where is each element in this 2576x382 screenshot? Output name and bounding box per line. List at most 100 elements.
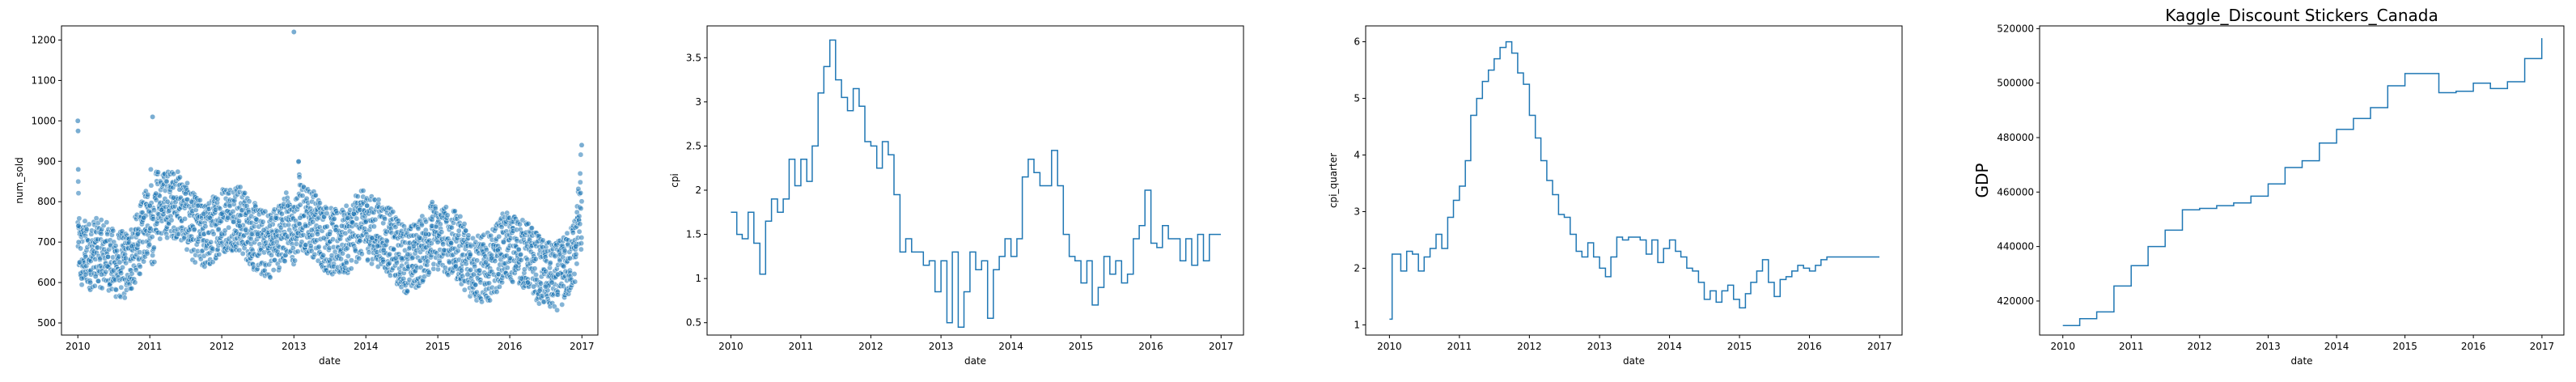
data-point xyxy=(184,246,190,253)
data-point xyxy=(237,184,244,190)
data-point xyxy=(461,286,468,293)
data-point xyxy=(489,255,495,261)
data-point xyxy=(176,186,183,193)
data-point xyxy=(324,210,330,217)
data-point xyxy=(148,182,155,189)
data-point xyxy=(157,236,163,242)
data-point xyxy=(163,178,170,185)
data-point xyxy=(463,227,469,234)
data-point xyxy=(369,261,375,267)
data-point xyxy=(182,215,188,222)
data-point xyxy=(282,258,288,265)
data-point xyxy=(383,238,390,244)
data-point xyxy=(129,285,135,291)
data-point xyxy=(299,239,305,245)
y-tick-label: 440000 xyxy=(1997,241,2034,253)
y-tick-label: 1.5 xyxy=(686,229,701,240)
data-point xyxy=(357,206,363,213)
data-point xyxy=(540,237,546,244)
x-tick-label: 2012 xyxy=(858,341,883,352)
data-point xyxy=(578,240,584,247)
y-axis-label: GDP xyxy=(1972,163,1992,198)
data-point xyxy=(159,206,164,213)
data-point xyxy=(518,257,524,263)
x-tick-label: 2010 xyxy=(66,341,91,352)
data-point xyxy=(365,257,371,263)
data-point xyxy=(536,287,543,294)
plot-frame xyxy=(61,25,599,336)
data-point xyxy=(113,286,119,293)
data-point xyxy=(150,113,156,120)
data-point xyxy=(295,159,302,164)
data-point xyxy=(440,241,447,248)
data-point xyxy=(208,239,214,245)
data-point xyxy=(390,209,396,215)
y-tick-label: 420000 xyxy=(1997,295,2034,307)
data-point xyxy=(578,206,584,212)
data-point xyxy=(299,193,306,199)
data-point xyxy=(236,218,242,224)
data-point xyxy=(572,278,578,285)
x-tick-label: 2015 xyxy=(1727,341,1752,352)
data-point xyxy=(452,263,459,270)
plot-frame xyxy=(2039,25,2565,336)
data-point xyxy=(137,270,143,277)
data-point xyxy=(578,198,585,205)
data-point xyxy=(92,274,99,280)
data-point xyxy=(99,285,105,291)
data-point xyxy=(218,210,225,217)
data-point xyxy=(146,241,153,248)
data-point xyxy=(267,223,273,229)
x-tick-label: 2017 xyxy=(1209,341,1234,352)
x-tick-label: 2010 xyxy=(2050,341,2075,352)
x-tick-label: 2015 xyxy=(1069,341,1094,352)
data-point xyxy=(129,270,135,277)
data-point xyxy=(340,250,345,257)
data-point xyxy=(354,215,360,222)
data-point xyxy=(432,206,439,212)
data-point xyxy=(577,179,583,185)
data-point xyxy=(372,216,379,223)
data-point xyxy=(76,215,83,222)
y-axis-label: cpi xyxy=(669,173,680,188)
data-point xyxy=(191,226,197,232)
data-point xyxy=(559,301,566,308)
y-tick-label: 4 xyxy=(1354,150,1360,161)
data-point xyxy=(122,255,129,261)
data-point xyxy=(150,244,157,251)
data-point xyxy=(121,295,128,301)
data-point xyxy=(504,265,511,271)
data-point xyxy=(78,282,85,288)
x-tick-label: 2011 xyxy=(1447,341,1472,352)
data-point xyxy=(578,189,584,196)
data-point xyxy=(75,178,82,185)
data-point xyxy=(578,235,585,241)
data-point xyxy=(501,239,506,245)
data-point xyxy=(410,243,417,249)
data-point xyxy=(202,223,209,230)
data-point xyxy=(356,255,362,261)
data-point xyxy=(262,208,269,214)
data-point xyxy=(486,280,492,286)
data-point xyxy=(564,230,570,236)
data-point xyxy=(425,258,430,265)
data-point xyxy=(429,223,435,229)
data-point xyxy=(214,196,221,202)
data-point xyxy=(243,227,249,233)
data-point xyxy=(348,257,354,264)
data-point xyxy=(467,251,473,257)
plot-frame xyxy=(706,25,1244,336)
data-point xyxy=(439,229,445,236)
x-tick-label: 2013 xyxy=(1587,341,1612,352)
x-tick-label: 2016 xyxy=(1797,341,1822,352)
data-point xyxy=(184,180,190,186)
data-point xyxy=(149,234,155,240)
data-point xyxy=(348,265,354,272)
data-point xyxy=(246,198,252,205)
data-point xyxy=(307,243,314,249)
data-point xyxy=(555,271,561,278)
data-point xyxy=(470,235,476,241)
data-point xyxy=(110,267,117,274)
data-point xyxy=(447,259,452,265)
data-point xyxy=(561,248,568,254)
